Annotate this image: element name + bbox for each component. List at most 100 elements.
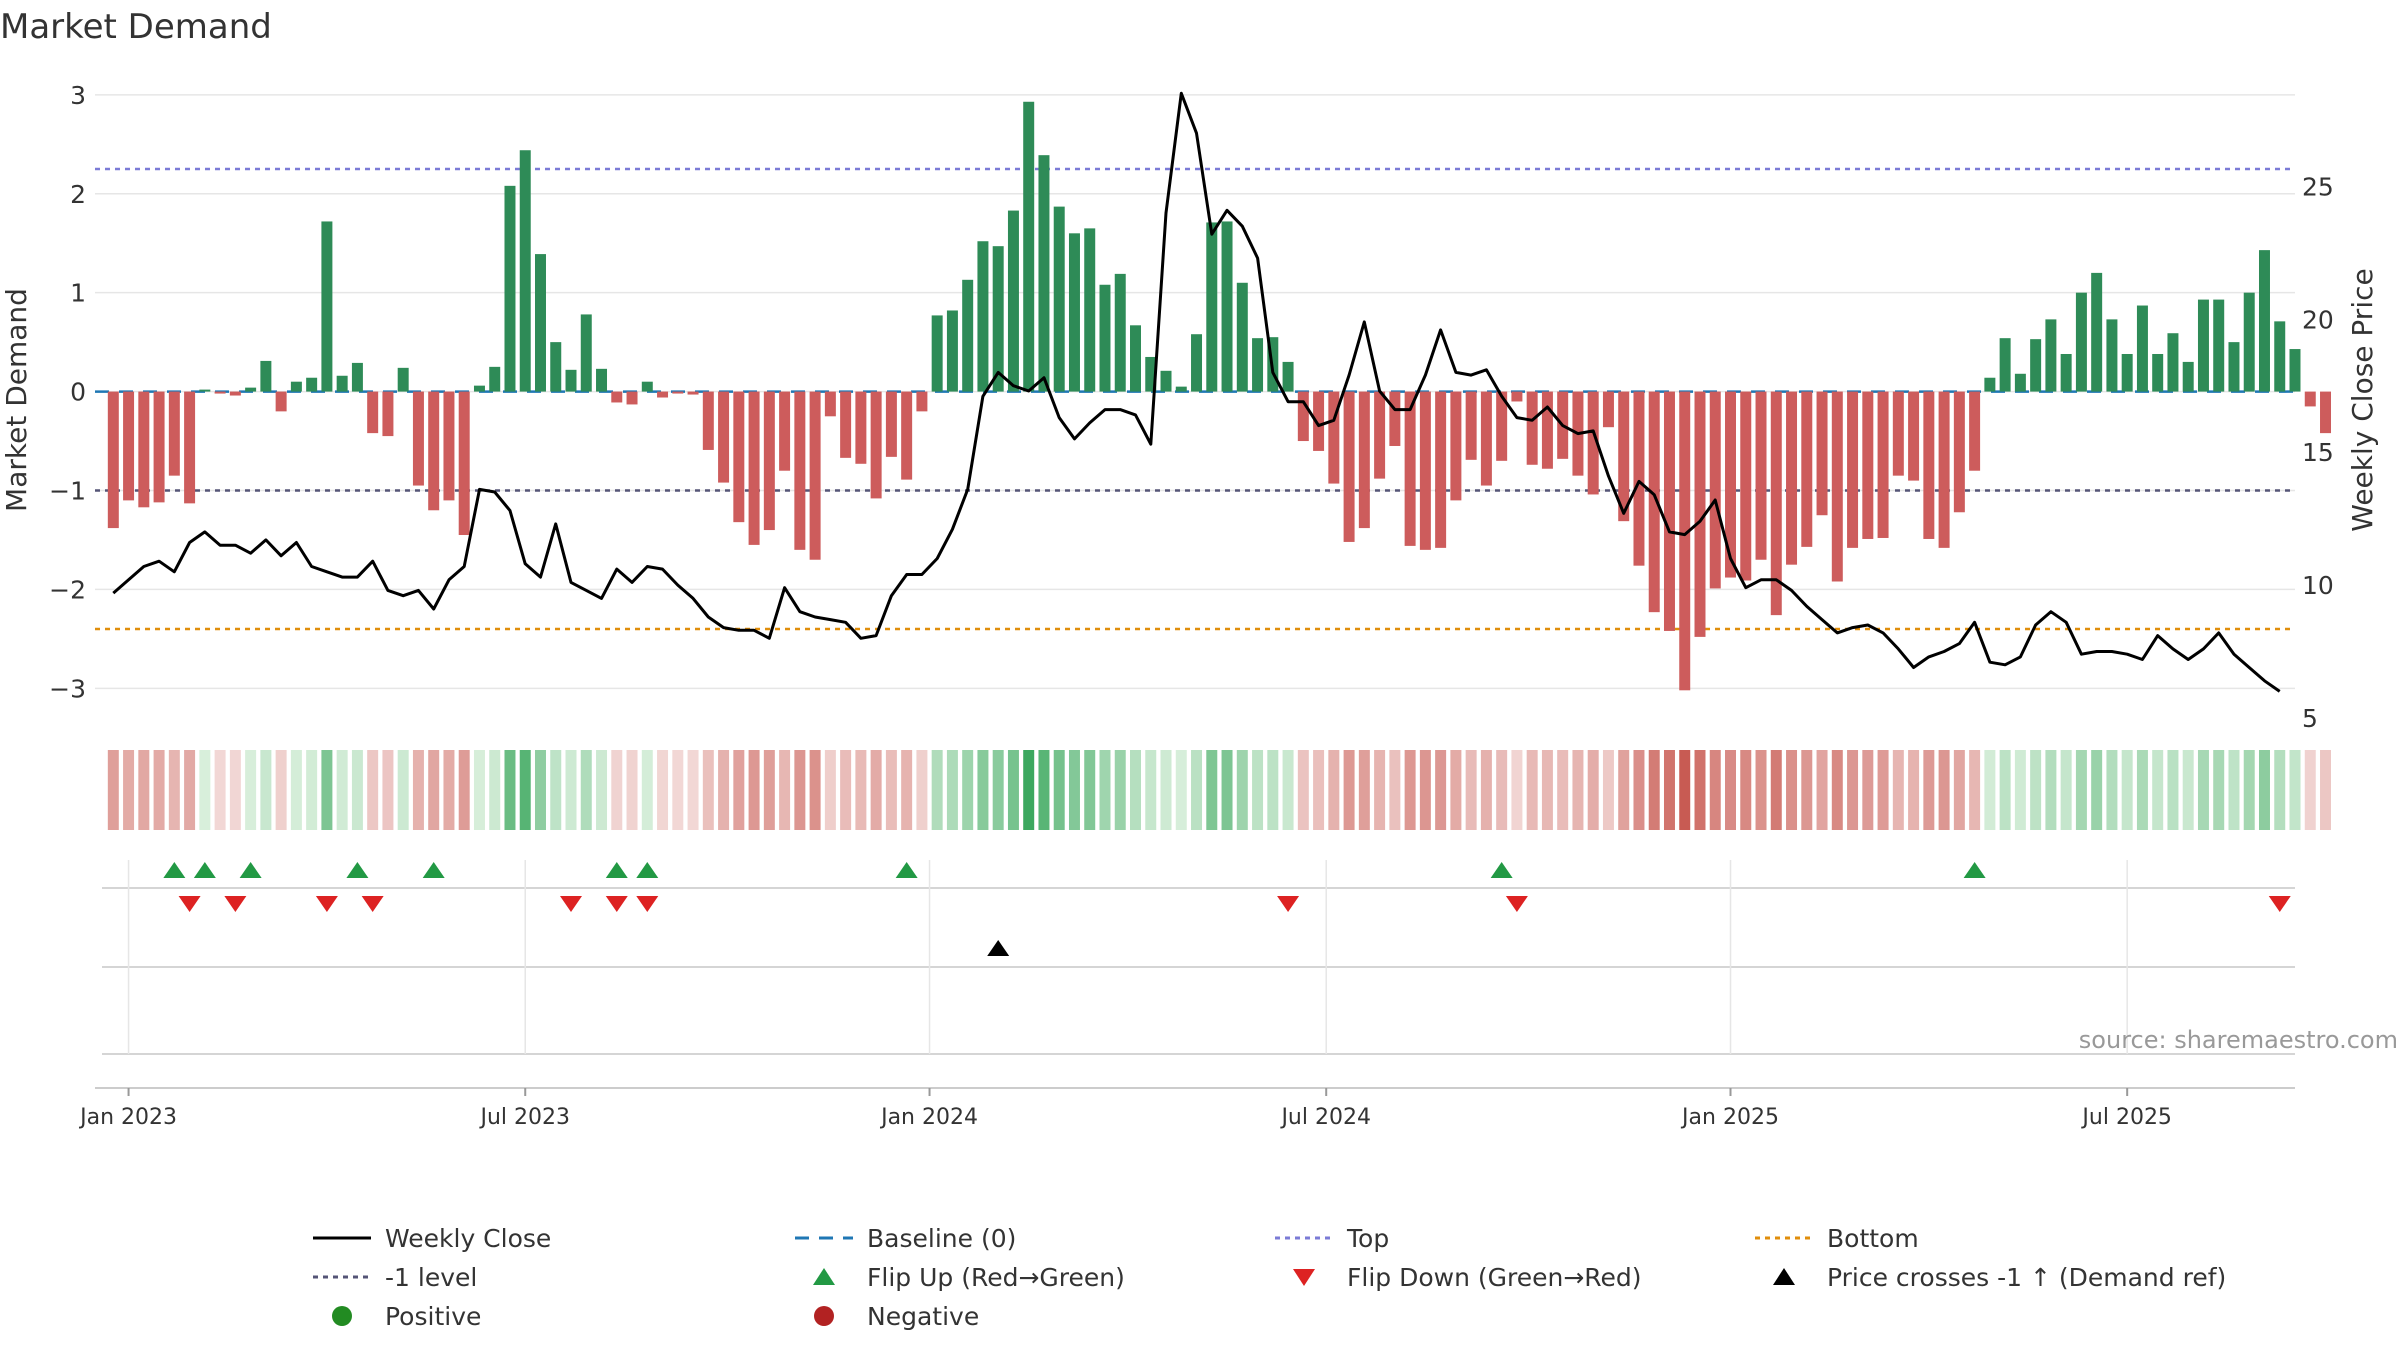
heat-cell — [1847, 750, 1859, 830]
x-tick-label: Jan 2025 — [1680, 1105, 1779, 1130]
heat-cell — [2320, 750, 2332, 830]
heat-cell — [1328, 750, 1340, 830]
demand-bar-positive — [1175, 386, 1187, 392]
heat-cell — [763, 750, 775, 830]
heat-cell — [2030, 750, 2042, 830]
heat-cell — [123, 750, 135, 830]
heat-cell — [794, 750, 806, 830]
demand-bar-positive — [2197, 299, 2209, 392]
price-cross-marker — [987, 940, 1010, 956]
flip-up-marker — [193, 862, 216, 878]
legend-label: Negative — [867, 1302, 979, 1331]
legend-swatch-positive — [332, 1306, 352, 1326]
source-credit: source: sharemaestro.com — [2079, 1026, 2398, 1054]
heat-cell — [1404, 750, 1416, 830]
heat-cell — [1221, 750, 1233, 830]
legend-swatch-price-cross — [1773, 1268, 1795, 1285]
demand-bar-negative — [824, 391, 836, 417]
heat-cell — [489, 750, 501, 830]
demand-bar-positive — [2274, 321, 2286, 392]
heat-cell — [916, 750, 928, 830]
y-tick-label: 2 — [70, 180, 86, 209]
demand-bar-negative — [1663, 391, 1675, 631]
demand-bar-positive — [2091, 272, 2103, 392]
flip-down-marker — [1277, 896, 1300, 912]
heat-cell — [1007, 750, 1019, 830]
demand-bar-negative — [1541, 391, 1553, 469]
heat-cell — [992, 750, 1004, 830]
demand-bar-positive — [596, 368, 608, 392]
heat-cell — [214, 750, 226, 830]
demand-bar-negative — [718, 391, 730, 483]
demand-bar-positive — [641, 381, 653, 392]
demand-bar-positive — [306, 377, 318, 392]
demand-bar-positive — [2045, 319, 2057, 392]
demand-bar-negative — [687, 391, 699, 395]
demand-bar-negative — [214, 391, 226, 394]
heat-cell — [1892, 750, 1904, 830]
x-tick-label: Jul 2024 — [1279, 1105, 1371, 1130]
heat-cell — [1999, 750, 2011, 830]
heat-cell — [977, 750, 989, 830]
heat-cell — [2197, 750, 2209, 830]
demand-bar-negative — [779, 391, 791, 471]
heat-cell — [1694, 750, 1706, 830]
heat-cell — [1572, 750, 1584, 830]
weekly-close-series — [112, 91, 2281, 693]
heat-cell — [290, 750, 302, 830]
heat-cell — [397, 750, 409, 830]
demand-bar-negative — [1633, 391, 1645, 566]
demand-bar-positive — [2152, 353, 2164, 392]
y-ticks-right: 25 20 15 10 5 — [2302, 172, 2334, 733]
heat-cell — [2152, 750, 2164, 830]
demand-bar-positive — [1114, 273, 1126, 392]
x-tick-label: Jan 2024 — [879, 1105, 978, 1130]
y-tick-label-right: 25 — [2302, 172, 2334, 201]
demand-bar-negative — [1602, 391, 1614, 428]
demand-bar-positive — [1221, 221, 1233, 392]
demand-bar-positive — [2289, 349, 2301, 392]
heat-cell — [1740, 750, 1752, 830]
flip-down-marker — [178, 896, 201, 912]
heat-cell — [1114, 750, 1126, 830]
heat-cell — [2304, 750, 2316, 830]
demand-bar-negative — [458, 391, 470, 536]
demand-bar-positive — [336, 375, 348, 392]
heat-cell — [2045, 750, 2057, 830]
legend-label: Top — [1346, 1224, 1389, 1253]
heat-cell — [1984, 750, 1996, 830]
demand-bar-negative — [1435, 391, 1447, 548]
y-tick-label: −2 — [49, 575, 86, 604]
heat-cell — [2289, 750, 2301, 830]
heat-cell — [1068, 750, 1080, 830]
heat-cell — [1862, 750, 1874, 830]
flip-up-marker — [422, 862, 445, 878]
heat-cell — [1023, 750, 1035, 830]
demand-bar-negative — [1969, 391, 1981, 471]
heat-cell — [596, 750, 608, 830]
heat-cell — [657, 750, 669, 830]
heat-cell — [809, 750, 821, 830]
demand-bar-positive — [2213, 299, 2225, 392]
demand-bar-positive — [2182, 361, 2194, 392]
demand-bar-positive — [946, 310, 958, 392]
legend-label: Bottom — [1827, 1224, 1919, 1253]
heat-cell — [1358, 750, 1370, 830]
demand-bar-negative — [1679, 391, 1691, 691]
demand-bar-positive — [2014, 373, 2026, 392]
heat-cell — [1801, 750, 1813, 830]
demand-bar-positive — [1236, 282, 1248, 392]
demand-bar-negative — [1343, 391, 1355, 542]
demand-bar-negative — [809, 391, 821, 560]
demand-bar-positive — [580, 314, 592, 392]
heat-cell — [2213, 750, 2225, 830]
demand-bar-negative — [1786, 391, 1798, 565]
demand-bar-positive — [1282, 361, 1294, 392]
demand-bar-negative — [1801, 391, 1813, 547]
heat-cell — [275, 750, 287, 830]
heat-cell — [2106, 750, 2118, 830]
heat-cell — [672, 750, 684, 830]
y-tick-label-right: 10 — [2302, 571, 2334, 600]
heat-cell — [1099, 750, 1111, 830]
heat-cell — [1206, 750, 1218, 830]
